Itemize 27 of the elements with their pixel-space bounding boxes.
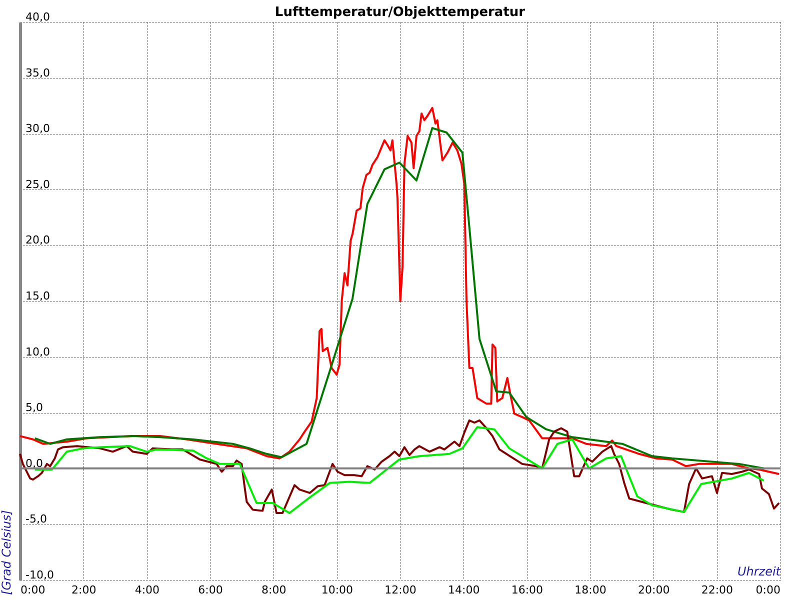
y-tick-label: 40,0: [26, 10, 50, 24]
x-tick-label: 18:00: [574, 584, 606, 596]
x-tick-label: 14:00: [448, 584, 480, 596]
y-tick-label: -5,0: [26, 512, 47, 526]
x-tick-label: 10:00: [321, 584, 354, 596]
x-tick-label: 4:00: [134, 584, 160, 596]
y-tick-label: 35,0: [26, 66, 50, 80]
y-tick-label: 25,0: [26, 178, 50, 191]
x-tick-label: 0:00: [20, 584, 46, 596]
chart-title: Lufttemperatur/Objekttemperatur: [274, 5, 526, 20]
y-tick-label: 15,0: [26, 290, 50, 302]
x-tick-label: 8:00: [261, 584, 286, 596]
x-tick-label: 12:00: [384, 584, 416, 596]
x-tick-label: 16:00: [511, 584, 544, 596]
x-tick-label: 20:00: [638, 584, 670, 596]
y-tick-label: 30,0: [26, 122, 50, 136]
x-tick-label: 22:00: [701, 584, 734, 596]
y-tick-label: 5,0: [26, 401, 43, 414]
y-tick-label: 20,0: [26, 234, 50, 247]
x-tick-label: 6:00: [198, 584, 223, 596]
y-tick-label: -10,0: [26, 568, 54, 582]
x-axis-title: Uhrzeit: [737, 564, 782, 578]
x-tick-label: 0:00: [756, 584, 780, 596]
y-tick-label: 10,0: [26, 345, 50, 358]
y-tick-label: 0,0: [26, 456, 43, 470]
x-tick-label: 2:00: [71, 584, 96, 596]
y-axis-title: [Grad Celsius]: [0, 510, 14, 595]
